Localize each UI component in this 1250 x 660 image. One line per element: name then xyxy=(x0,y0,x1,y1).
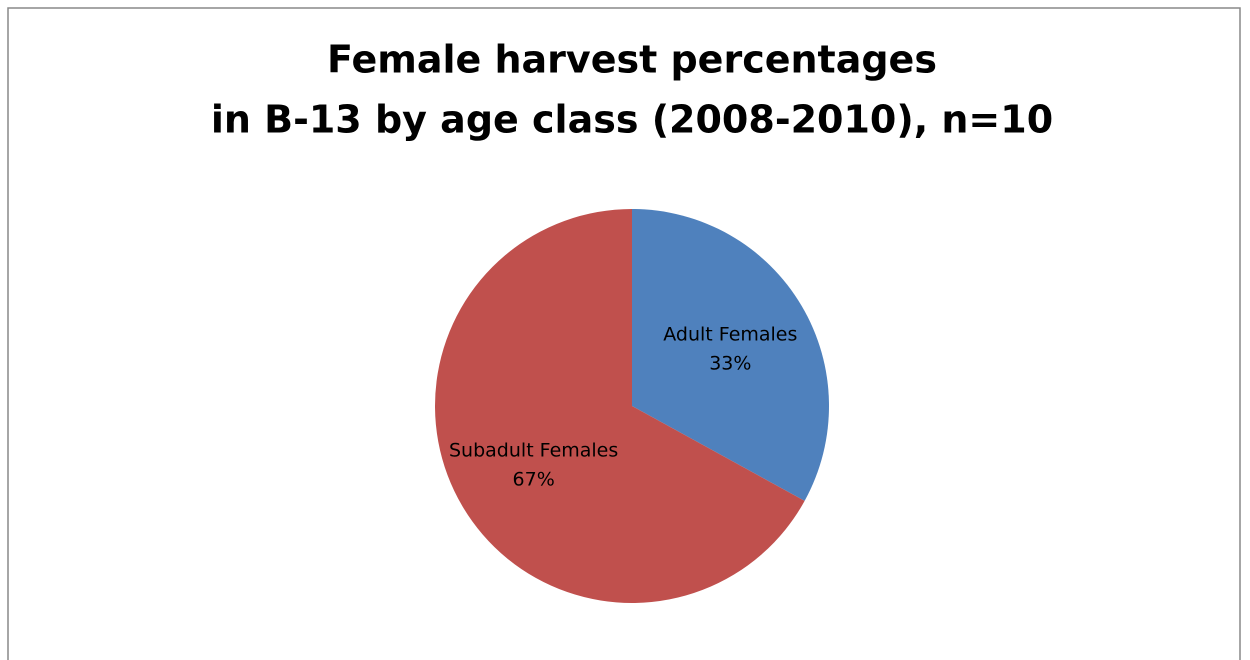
slice-label: Adult Females xyxy=(663,323,797,345)
chart-title: Female harvest percentages xyxy=(327,38,937,82)
slice-label: Subadult Females xyxy=(449,440,618,462)
pie-slice xyxy=(632,209,830,501)
slice-value: 67% xyxy=(513,469,555,491)
slice-value: 33% xyxy=(709,352,751,374)
pie-slice xyxy=(435,209,805,603)
chart-title: in B-13 by age class (2008-2010), n=10 xyxy=(211,98,1053,142)
